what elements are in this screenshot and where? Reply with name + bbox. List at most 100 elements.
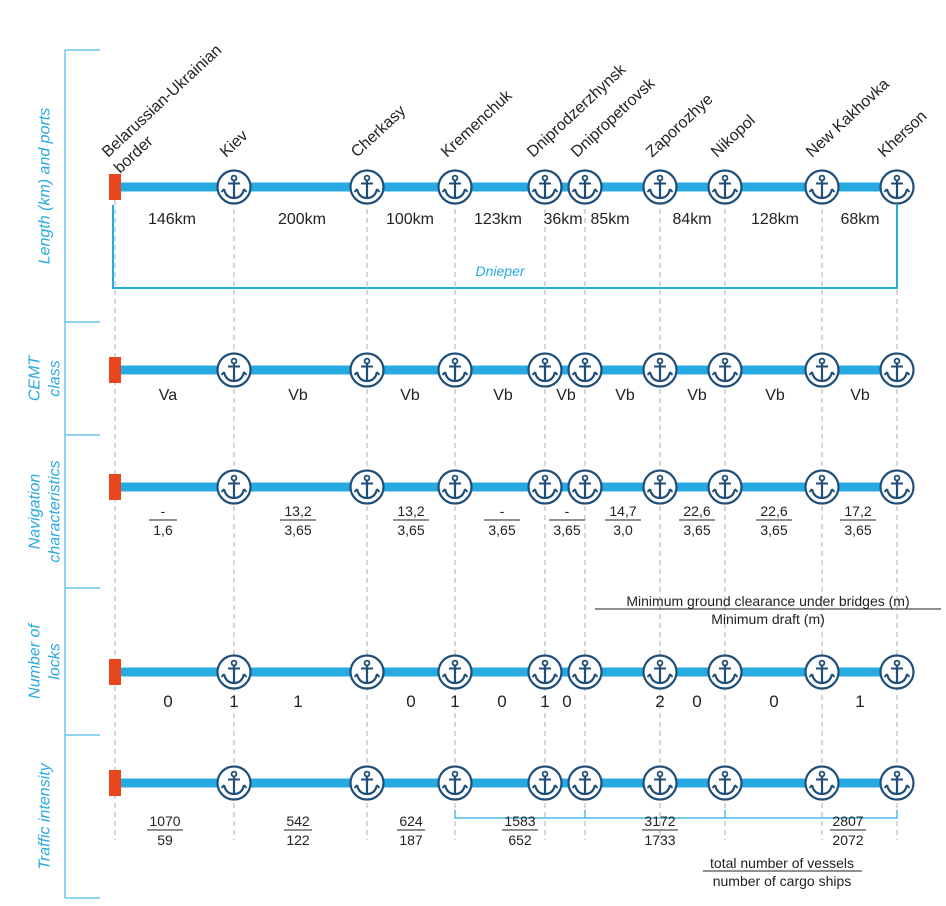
- anchor-flukes: [646, 371, 674, 376]
- traffic-value-numerator: 624: [399, 813, 423, 829]
- row-label-cemt: class: [47, 360, 64, 396]
- start-point-label: Belarussian-Ukrainian: [99, 42, 225, 161]
- anchor-flukes: [711, 673, 739, 678]
- lock-count: 1: [540, 692, 549, 711]
- anchor-arms: [810, 371, 834, 383]
- lock-count: 0: [406, 692, 415, 711]
- navigation-value-numerator: 13,2: [397, 503, 424, 519]
- anchor-icon: [349, 765, 385, 801]
- anchor-flukes: [808, 188, 836, 193]
- anchor-icon: [216, 654, 252, 690]
- anchor-flukes: [646, 784, 674, 789]
- anchor-icon: [437, 469, 473, 505]
- anchor-flukes: [220, 673, 248, 678]
- anchor-eye: [656, 659, 664, 667]
- anchor-arms: [533, 188, 557, 200]
- river-bracket: [112, 205, 898, 289]
- port-label: Kremenchuk: [438, 87, 516, 161]
- anchor-eye: [230, 357, 238, 365]
- anchor-arms: [222, 488, 246, 500]
- navigation-value-denominator: 3,0: [613, 522, 633, 538]
- segment-length: 68km: [840, 211, 879, 228]
- anchor-flukes: [883, 673, 911, 678]
- anchor-eye: [541, 659, 549, 667]
- anchor-flukes: [571, 784, 599, 789]
- anchor-icon: [216, 765, 252, 801]
- anchor-icon: [707, 352, 743, 388]
- port-label: Kiev: [217, 127, 251, 161]
- anchor-arms: [885, 371, 909, 383]
- anchor-eye: [230, 770, 238, 778]
- segment-length: 200km: [278, 211, 326, 228]
- anchor-flukes: [571, 488, 599, 493]
- anchor-arms: [355, 488, 379, 500]
- anchor-icon: [804, 352, 840, 388]
- anchor-flukes: [220, 371, 248, 376]
- anchor-flukes: [220, 784, 248, 789]
- traffic-value-numerator: 3172: [644, 813, 675, 829]
- anchor-icon: [437, 169, 473, 205]
- anchor-eye: [818, 357, 826, 365]
- anchor-icon: [527, 169, 563, 205]
- anchor-eye: [230, 174, 238, 182]
- anchor-icon: [567, 765, 603, 801]
- traffic-legend-total: total number of vessels: [710, 855, 854, 871]
- anchor-eye: [363, 474, 371, 482]
- anchor-eye: [581, 770, 589, 778]
- navigation-value-numerator: 14,7: [609, 503, 636, 519]
- anchor-flukes: [646, 673, 674, 678]
- anchor-icon: [437, 654, 473, 690]
- anchor-eye: [451, 659, 459, 667]
- anchor-eye: [230, 659, 238, 667]
- anchor-flukes: [441, 784, 469, 789]
- anchor-flukes: [808, 673, 836, 678]
- anchor-eye: [581, 357, 589, 365]
- navigation-value-numerator: -: [500, 503, 505, 519]
- anchor-flukes: [531, 673, 559, 678]
- lock-count: 0: [692, 692, 701, 711]
- anchor-icon: [804, 654, 840, 690]
- anchor-icon: [804, 169, 840, 205]
- lock-count: 1: [229, 692, 238, 711]
- border-marker-icon: [109, 474, 121, 500]
- anchor-arms: [885, 188, 909, 200]
- anchor-flukes: [571, 673, 599, 678]
- anchor-icon: [349, 352, 385, 388]
- anchor-icon: [216, 352, 252, 388]
- anchor-eye: [541, 174, 549, 182]
- traffic-legend-cargo: number of cargo ships: [713, 873, 852, 889]
- anchor-arms: [648, 371, 672, 383]
- anchor-eye: [656, 770, 664, 778]
- anchor-icon: [567, 169, 603, 205]
- anchor-icon: [879, 765, 915, 801]
- anchor-eye: [581, 659, 589, 667]
- anchor-eye: [818, 659, 826, 667]
- cemt-class: Vb: [493, 387, 513, 404]
- anchor-flukes: [441, 488, 469, 493]
- navigation-value-numerator: 22,6: [683, 503, 710, 519]
- river-name: Dnieper: [475, 263, 525, 279]
- lock-count: 1: [293, 692, 302, 711]
- anchor-icon: [707, 765, 743, 801]
- anchor-arms: [222, 784, 246, 796]
- anchor-flukes: [711, 784, 739, 789]
- anchor-arms: [810, 488, 834, 500]
- row-label-traffic: Traffic intensity: [37, 762, 54, 869]
- anchor-eye: [818, 770, 826, 778]
- anchor-eye: [451, 357, 459, 365]
- anchor-flukes: [531, 488, 559, 493]
- cemt-class: Vb: [687, 387, 707, 404]
- anchor-flukes: [883, 188, 911, 193]
- anchor-eye: [656, 174, 664, 182]
- anchor-arms: [713, 188, 737, 200]
- anchor-arms: [648, 188, 672, 200]
- cemt-class: Vb: [288, 387, 308, 404]
- anchor-flukes: [353, 371, 381, 376]
- port-label: Zaporozhye: [643, 91, 716, 161]
- anchor-flukes: [571, 188, 599, 193]
- port-label: Nikopol: [708, 112, 759, 161]
- lock-count: 1: [450, 692, 459, 711]
- lock-count: 0: [163, 692, 172, 711]
- anchor-eye: [363, 174, 371, 182]
